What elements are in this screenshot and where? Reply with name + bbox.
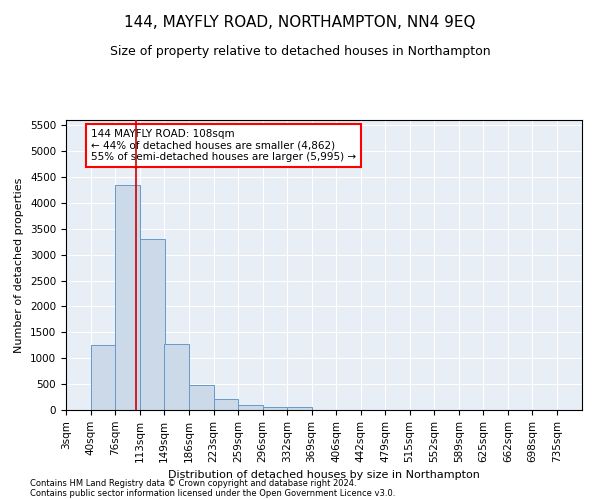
Bar [238,405,263,410]
Bar [214,399,238,410]
Bar [263,407,287,410]
Bar [140,239,164,410]
Bar [189,384,214,410]
Text: Contains public sector information licensed under the Open Government Licence v3: Contains public sector information licen… [30,488,395,498]
Bar [91,345,116,410]
Y-axis label: Number of detached properties: Number of detached properties [14,178,25,352]
Text: 144, MAYFLY ROAD, NORTHAMPTON, NN4 9EQ: 144, MAYFLY ROAD, NORTHAMPTON, NN4 9EQ [124,15,476,30]
Bar [115,185,140,410]
X-axis label: Distribution of detached houses by size in Northampton: Distribution of detached houses by size … [168,470,480,480]
Text: Size of property relative to detached houses in Northampton: Size of property relative to detached ho… [110,45,490,58]
Text: Contains HM Land Registry data © Crown copyright and database right 2024.: Contains HM Land Registry data © Crown c… [30,478,356,488]
Bar [164,344,189,410]
Text: 144 MAYFLY ROAD: 108sqm
← 44% of detached houses are smaller (4,862)
55% of semi: 144 MAYFLY ROAD: 108sqm ← 44% of detache… [91,129,356,162]
Bar [287,407,311,410]
